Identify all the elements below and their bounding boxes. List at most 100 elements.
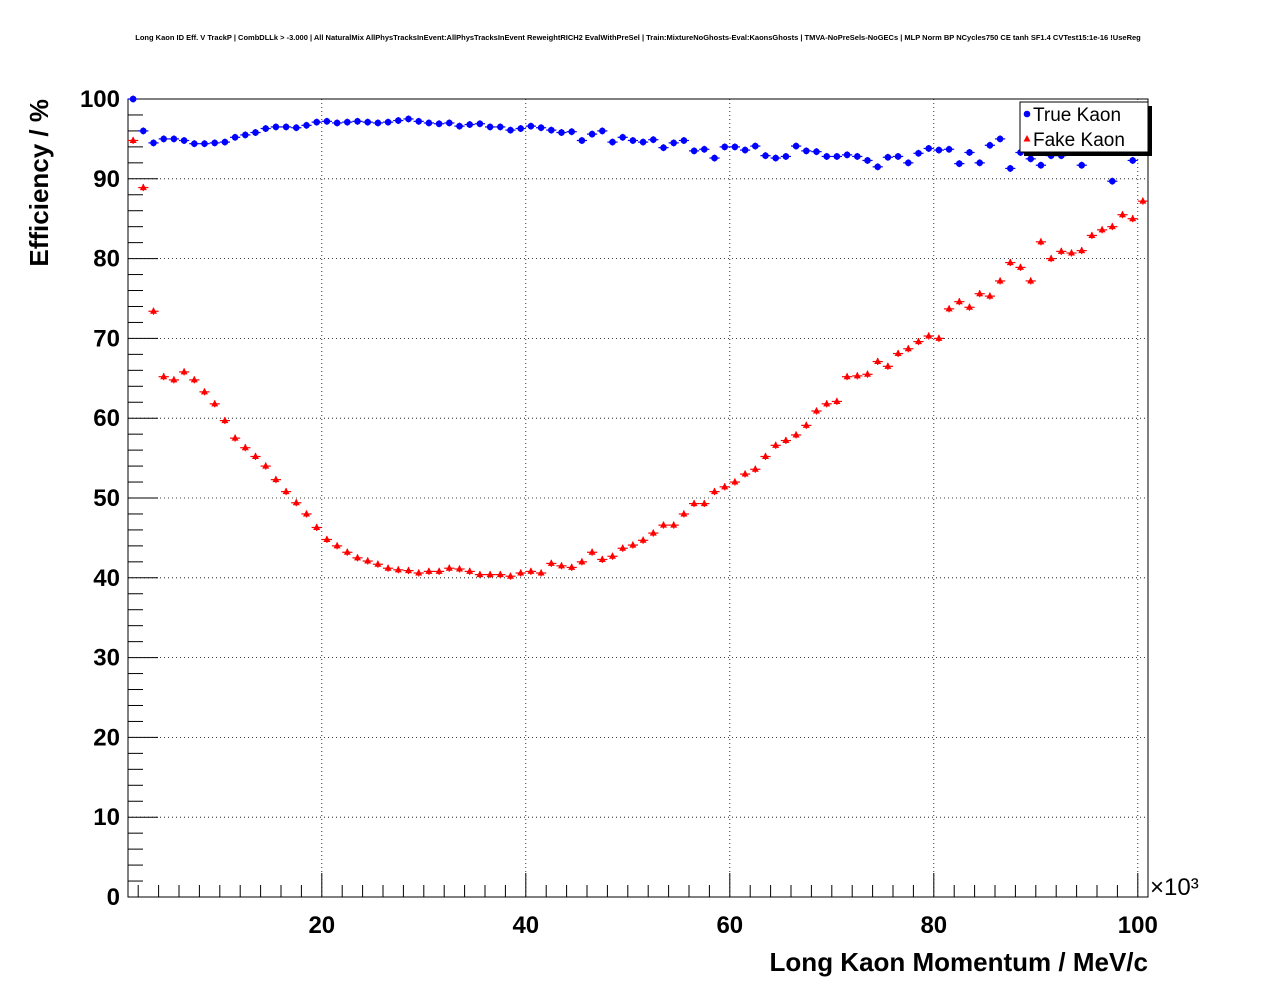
- triangle-marker: [1047, 254, 1055, 262]
- data-point: [780, 152, 791, 160]
- circle-marker: [201, 140, 208, 147]
- data-point: [1035, 161, 1046, 169]
- circle-marker: [1109, 177, 1116, 185]
- data-point: [719, 482, 730, 491]
- data-point: [872, 163, 883, 171]
- triangle-marker: [1017, 263, 1024, 270]
- circle-marker: [191, 140, 198, 147]
- circle-marker: [140, 127, 147, 135]
- triangle-marker: [211, 399, 219, 407]
- circle-marker: [558, 129, 565, 136]
- data-point: [750, 142, 761, 150]
- data-point: [1097, 225, 1108, 234]
- x-tick-label: 20: [308, 912, 335, 939]
- triangle-marker: [201, 387, 208, 395]
- triangle-marker: [445, 564, 453, 571]
- triangle-marker: [619, 544, 627, 551]
- circle-marker: [456, 122, 463, 130]
- data-point: [209, 399, 220, 408]
- data-point: [199, 387, 210, 396]
- data-point: [546, 559, 557, 567]
- data-point: [311, 523, 322, 532]
- y-tick-label: 20: [93, 724, 120, 751]
- data-point: [954, 297, 965, 306]
- triangle-marker: [660, 521, 667, 528]
- triangle-marker: [639, 536, 647, 543]
- circle-marker: [333, 119, 341, 127]
- triangle-marker: [160, 372, 168, 380]
- triangle-marker: [986, 292, 994, 299]
- data-point: [842, 151, 853, 159]
- data-point: [964, 303, 975, 311]
- data-point: [291, 498, 302, 507]
- triangle-marker: [139, 183, 147, 191]
- triangle-marker: [1139, 197, 1147, 204]
- x-tick-label: 80: [920, 912, 947, 939]
- circle-marker: [1129, 157, 1136, 164]
- data-point: [984, 141, 995, 149]
- triangle-marker: [394, 565, 402, 573]
- legend-label: Fake Kaon: [1033, 130, 1125, 151]
- data-point: [423, 119, 434, 127]
- data-point: [556, 129, 567, 137]
- data-point: [230, 133, 241, 141]
- data-point: [1107, 222, 1118, 231]
- triangle-marker: [333, 541, 341, 549]
- circle-marker: [313, 118, 321, 126]
- data-series: [128, 95, 1148, 580]
- y-tick-label: 40: [93, 565, 120, 592]
- triangle-marker: [762, 452, 769, 460]
- circle-marker: [1078, 161, 1085, 169]
- data-point: [597, 555, 608, 563]
- circle-marker: [966, 149, 973, 156]
- triangle-marker: [405, 566, 412, 574]
- data-point: [434, 120, 445, 128]
- data-point: [219, 416, 230, 425]
- circle-marker: [721, 143, 728, 151]
- data-point: [668, 139, 679, 147]
- data-point: [1005, 164, 1016, 172]
- data-point: [444, 119, 455, 127]
- triangle-marker: [190, 375, 198, 383]
- circle-marker: [670, 139, 677, 147]
- circle-marker: [945, 145, 953, 153]
- circle-marker: [160, 135, 167, 143]
- circle-marker: [782, 153, 790, 160]
- data-point: [230, 434, 241, 442]
- data-point: [831, 397, 842, 405]
- data-point: [607, 552, 618, 560]
- data-point: [219, 138, 230, 146]
- data-point: [791, 430, 802, 439]
- data-point: [352, 553, 363, 562]
- data-point: [933, 334, 944, 342]
- circle-marker: [180, 137, 188, 144]
- data-point: [291, 124, 302, 132]
- circle-marker: [578, 137, 586, 144]
- circle-marker: [221, 138, 229, 146]
- data-point: [556, 561, 567, 570]
- triangle-marker: [303, 509, 310, 517]
- triangle-marker: [568, 563, 576, 570]
- data-point: [587, 130, 598, 138]
- legend-label: True Kaon: [1033, 105, 1121, 126]
- data-point: [485, 123, 496, 131]
- triangle-marker: [853, 371, 861, 379]
- data-point: [587, 548, 598, 556]
- triangle-marker: [1078, 246, 1086, 254]
- triangle-marker: [1057, 247, 1065, 254]
- circle-marker: [466, 121, 474, 128]
- data-point: [393, 117, 404, 125]
- triangle-marker: [711, 487, 718, 495]
- data-point: [770, 154, 781, 162]
- triangle-marker: [700, 499, 708, 507]
- circle-marker: [344, 118, 351, 126]
- circle-marker: [609, 138, 616, 146]
- data-point: [495, 123, 506, 131]
- data-point: [148, 139, 159, 147]
- series-true-kaon: [128, 95, 1138, 185]
- triangle-marker: [435, 567, 443, 574]
- circle-marker: [680, 137, 688, 144]
- circle-marker: [803, 147, 810, 155]
- circle-marker: [425, 119, 433, 127]
- triangle-marker: [894, 349, 902, 357]
